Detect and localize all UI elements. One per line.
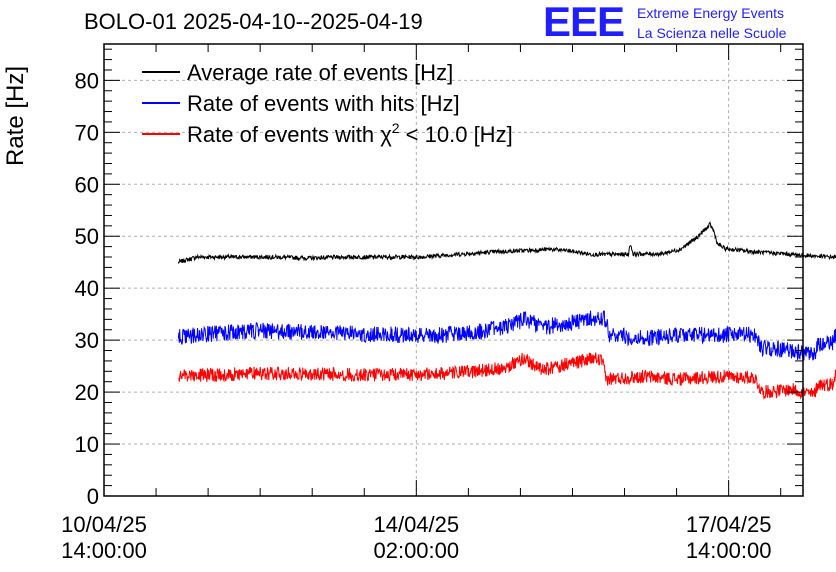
legend-label-2: Rate of events with hits [Hz] xyxy=(187,91,460,116)
org-name-line2: La Scienza nelle Scuole xyxy=(637,25,787,41)
legend-label-suffix: < 10.0 [Hz] xyxy=(400,122,513,147)
y-tick-label: 10 xyxy=(75,432,99,457)
x-tick-date-label: 17/04/25 xyxy=(686,512,772,537)
series-line-1 xyxy=(177,221,836,265)
x-tick-date-label: 10/04/25 xyxy=(61,512,147,537)
y-tick-label: 70 xyxy=(75,120,99,145)
series-lines xyxy=(177,221,836,400)
legend-label-1: Average rate of events [Hz] xyxy=(187,60,453,85)
y-tick-label: 40 xyxy=(75,276,99,301)
y-tick-label: 80 xyxy=(75,68,99,93)
x-tick-time-label: 14:00:00 xyxy=(61,538,147,563)
x-tick-date-label: 14/04/25 xyxy=(373,512,459,537)
y-tick-label: 0 xyxy=(87,484,99,509)
y-tick-label: 60 xyxy=(75,172,99,197)
legend-superscript: 2 xyxy=(392,120,400,136)
legend: Average rate of events [Hz] Rate of event… xyxy=(142,60,513,147)
axis-ticks: 0102030405060708010/04/2514:00:0014/04/2… xyxy=(61,44,803,563)
eee-logo: EEE xyxy=(543,0,625,45)
series-line-2 xyxy=(177,310,836,361)
plot-frame xyxy=(103,43,804,497)
y-tick-label: 50 xyxy=(75,224,99,249)
legend-label-3: Rate of events with χ2 < 10.0 [Hz] xyxy=(187,120,513,147)
y-tick-label: 30 xyxy=(75,328,99,353)
x-tick-time-label: 14:00:00 xyxy=(686,538,772,563)
chart-title: BOLO-01 2025-04-10--2025-04-19 xyxy=(84,9,423,34)
org-name-line1: Extreme Energy Events xyxy=(637,5,785,21)
y-axis-label: Rate [Hz] xyxy=(2,65,29,166)
y-tick-label: 20 xyxy=(75,380,99,405)
x-tick-time-label: 02:00:00 xyxy=(373,538,459,563)
series-line-3 xyxy=(178,352,836,400)
